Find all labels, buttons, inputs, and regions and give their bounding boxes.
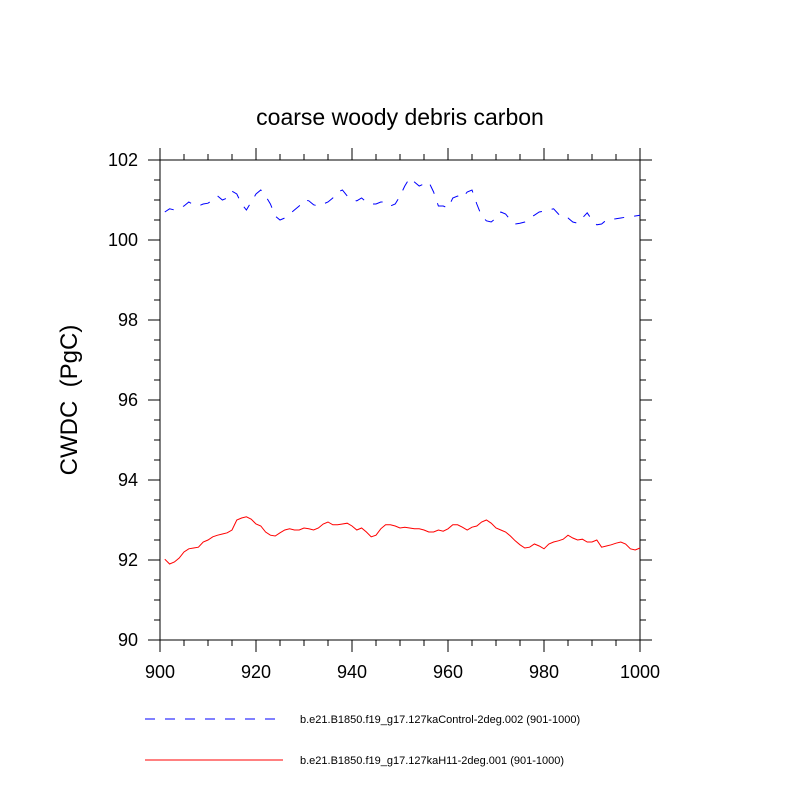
series-line (164, 516, 641, 565)
y-tick-label: 94 (118, 470, 138, 490)
y-tick-label: 100 (108, 230, 138, 250)
x-tick-label: 960 (433, 662, 463, 682)
x-tick-label: 920 (241, 662, 271, 682)
y-tick-label: 102 (108, 150, 138, 170)
legend-label: b.e21.B1850.f19_g17.127kaH11-2deg.001 (9… (300, 755, 564, 767)
x-tick-label: 900 (145, 662, 175, 682)
y-tick-label: 96 (118, 390, 138, 410)
plot-frame (159, 159, 641, 641)
x-tick-label: 1000 (620, 662, 660, 682)
y-axis-label: CWDC (PgC) (56, 325, 83, 476)
chart-title: coarse woody debris carbon (256, 104, 544, 130)
x-tick-label: 980 (529, 662, 559, 682)
legend-label: b.e21.B1850.f19_g17.127kaControl-2deg.00… (300, 714, 580, 726)
series-line (164, 177, 641, 226)
y-tick-label: 92 (118, 550, 138, 570)
y-tick-label: 98 (118, 310, 138, 330)
y-tick-label: 90 (118, 630, 138, 650)
x-tick-label: 940 (337, 662, 367, 682)
